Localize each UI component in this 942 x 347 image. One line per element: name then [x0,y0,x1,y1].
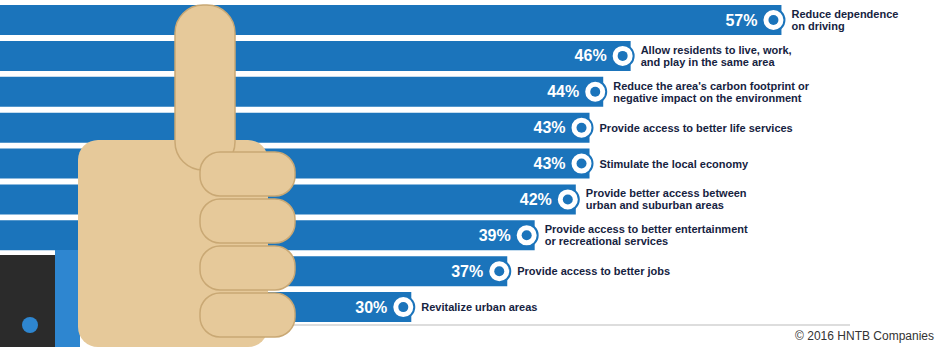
svg-text:39%: 39% [479,227,511,244]
svg-text:57%: 57% [725,12,757,29]
svg-text:Provide access to better enter: Provide access to better entertainmentor… [545,223,748,247]
svg-text:30%: 30% [355,299,387,316]
svg-text:44%: 44% [547,83,579,100]
svg-text:Reduce the area's carbon footp: Reduce the area's carbon footprint orneg… [613,80,809,104]
svg-text:Allow residents to live, work,: Allow residents to live, work,and play i… [641,44,792,68]
svg-text:46%: 46% [575,47,607,64]
svg-text:37%: 37% [451,263,483,280]
svg-text:43%: 43% [533,155,565,172]
svg-text:Provide better access betweenu: Provide better access betweenurban and s… [586,187,747,211]
html-text:© 2016 HNTB Companies: © 2016 HNTB Companies [795,329,934,343]
svg-text:43%: 43% [533,119,565,136]
svg-text:Reduce dependenceon driving: Reduce dependenceon driving [791,8,898,32]
svg-text:Provide access to better life: Provide access to better life services [600,122,793,134]
svg-text:Stimulate the local economy: Stimulate the local economy [600,158,749,170]
svg-text:42%: 42% [520,191,552,208]
svg-text:Provide access to better jobs: Provide access to better jobs [517,265,670,277]
svg-text:Revitalize urban areas: Revitalize urban areas [421,301,537,313]
